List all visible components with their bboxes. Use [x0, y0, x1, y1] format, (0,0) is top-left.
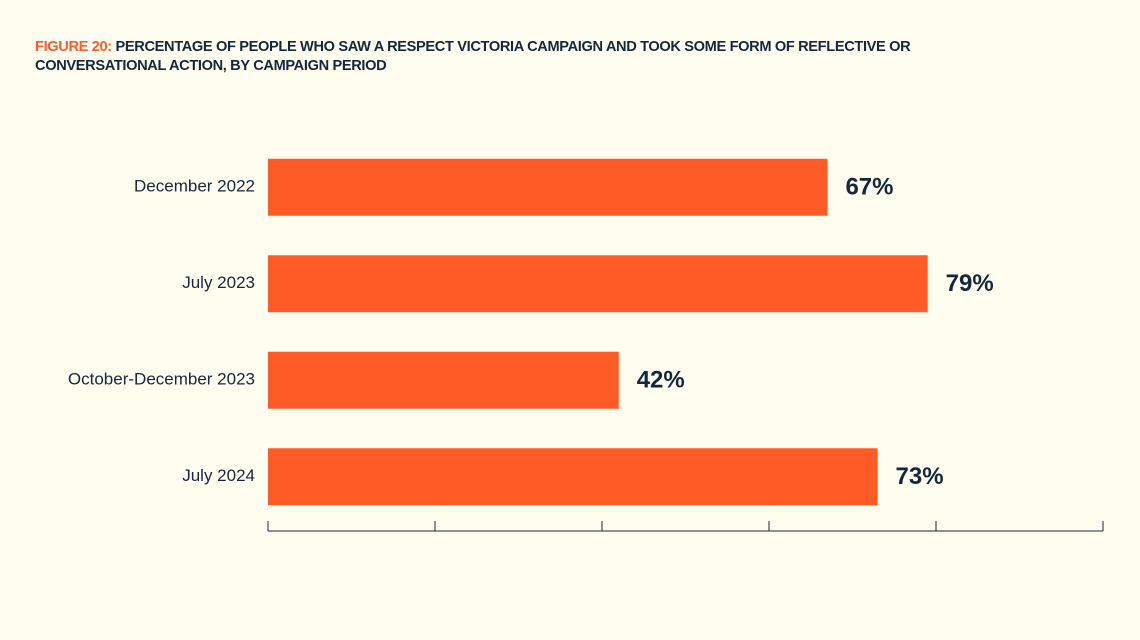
title-text: PERCENTAGE OF PEOPLE WHO SAW A RESPECT V…: [35, 39, 911, 74]
bar: [268, 351, 619, 409]
value-label: 67%: [845, 174, 893, 201]
y-tick-label: October-December 2023: [68, 370, 255, 389]
value-label: 42%: [637, 367, 685, 394]
y-tick-label: July 2024: [182, 466, 255, 485]
y-tick-label: December 2022: [134, 177, 255, 196]
bar: [268, 448, 878, 506]
bar: [268, 255, 928, 313]
value-label: 79%: [946, 270, 994, 297]
bar: [268, 158, 828, 216]
value-label: 73%: [896, 463, 944, 490]
figure-label: FIGURE 20:: [35, 39, 112, 55]
y-tick-label: July 2023: [182, 273, 255, 292]
chart-title: FIGURE 20: PERCENTAGE OF PEOPLE WHO SAW …: [35, 38, 935, 76]
